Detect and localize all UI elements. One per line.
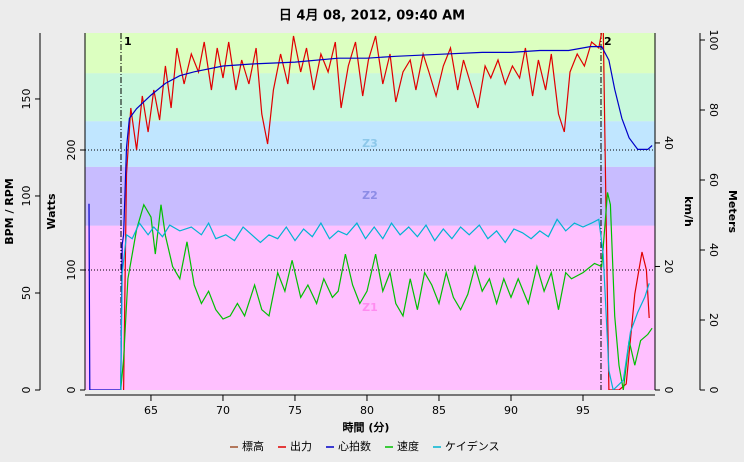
y-tick-label: 100 [707,30,720,51]
y-tick-label: 0 [707,387,720,394]
y-tick-label: 100 [20,185,33,206]
legend-label: 標高 [242,439,264,453]
x-tick-label: 80 [360,404,374,417]
zone-band [85,73,655,122]
series-line [88,46,653,390]
x-axis-title: 時間 (分) [343,420,390,434]
legend-label: 心拍数 [338,439,371,453]
x-tick-label: 90 [504,404,518,417]
zone-label: Z1 [362,301,378,314]
legend-label: 出力 [290,439,312,453]
series-lines [88,33,653,390]
y-axis-title: Meters [726,190,739,234]
series-line [120,218,650,390]
y-tick-label: 0 [662,387,675,394]
y-axis-title: km/h [682,196,695,227]
marker-label: 2 [604,35,612,48]
x-tick-label: 75 [288,404,302,417]
zone-band [85,166,655,226]
zone-label: Z3 [362,137,378,150]
legend-label: 速度 [397,439,419,453]
y-tick-label: 100 [65,260,78,281]
y-tick-label: 0 [65,387,78,394]
series-line [123,33,650,390]
zone-label: Z2 [362,189,378,202]
y-tick-label: 80 [707,103,720,117]
y-axis-title: Watts [45,193,58,230]
x-tick-label: 65 [144,404,158,417]
y-tick-label: 40 [662,136,675,150]
y-tick-label: 40 [707,243,720,257]
series-line [120,192,653,390]
marker-label: 1 [124,35,132,48]
zone-band [85,121,655,167]
y-tick-label: 20 [707,313,720,327]
x-tick-label: 70 [216,404,230,417]
y-tick-label: 20 [662,259,675,273]
y-tick-label: 150 [20,88,33,109]
y-tick-label: 0 [20,387,33,394]
legend-label: ケイデンス [445,439,500,453]
y-tick-label: 50 [20,286,33,300]
zone-band [85,225,655,390]
chart-title: 日 4月 08, 2012, 09:40 AM [279,9,465,24]
x-tick-label: 85 [432,404,446,417]
x-tick-label: 95 [576,404,590,417]
y-axis-title: BPM / RPM [3,178,16,245]
y-tick-label: 200 [65,140,78,161]
y-tick-label: 60 [707,173,720,187]
zones: Z1 Z2 Z3 1 2 [85,33,655,390]
